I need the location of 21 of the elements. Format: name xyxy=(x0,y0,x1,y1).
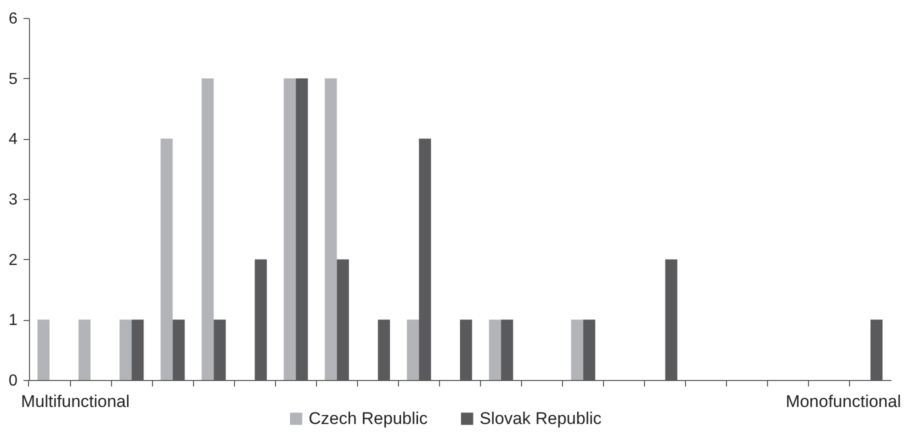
bar xyxy=(120,320,132,380)
y-tick-label: 0 xyxy=(8,372,18,390)
bar xyxy=(78,320,91,380)
bar xyxy=(202,78,214,380)
y-tick-label: 3 xyxy=(8,192,18,208)
text: Monofunctional xyxy=(786,392,901,411)
y-tick-label: 4 xyxy=(8,131,18,148)
bar xyxy=(284,78,296,380)
y-tick-label: 1 xyxy=(8,312,18,330)
y-tick-label: 6 xyxy=(8,10,18,28)
y-tick-label: 2 xyxy=(8,252,18,269)
legend-label: Czech Republic xyxy=(308,408,428,428)
bar xyxy=(324,78,337,380)
bar xyxy=(488,320,502,380)
bar xyxy=(406,320,419,380)
text: Multifunctional xyxy=(21,392,130,411)
legend-label: Slovak Republic xyxy=(480,408,602,428)
bar xyxy=(37,320,50,380)
bar xyxy=(571,320,584,380)
y-tick-label: 5 xyxy=(8,70,18,88)
bar xyxy=(160,138,173,380)
